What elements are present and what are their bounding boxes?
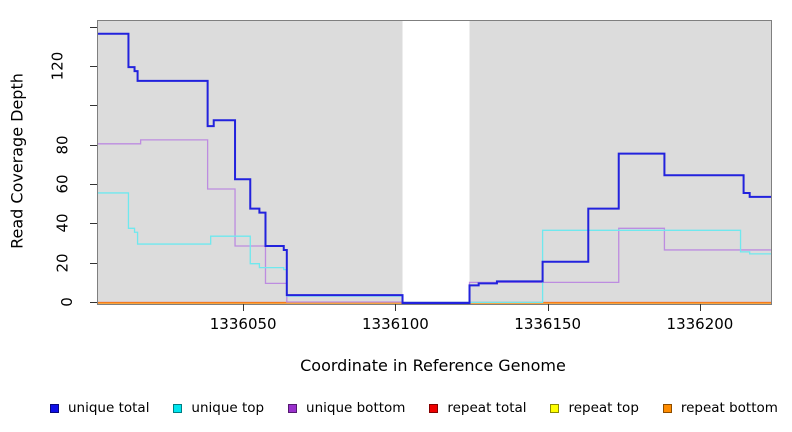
legend-item-repeat-bottom: repeat bottom (662, 400, 778, 416)
legend-swatch-unique-total (50, 403, 59, 413)
x-axis-title: Coordinate in Reference Genome (300, 356, 566, 375)
y-tick-mark (90, 302, 97, 303)
y-tick-label: 0 (58, 297, 77, 307)
y-tick-mark (90, 105, 97, 107)
legend-label-unique-bottom: unique bottom (306, 400, 406, 416)
x-tick-mark (699, 304, 701, 311)
plot-area (97, 20, 772, 305)
legend-swatch-unique-bottom (288, 403, 298, 413)
x-tick-label: 1336100 (362, 315, 429, 333)
x-tick-label: 1336150 (514, 315, 582, 333)
legend-label-unique-top: unique top (191, 400, 265, 416)
legend-swatch-repeat-total (429, 403, 439, 413)
y-tick-label: 80 (53, 135, 72, 155)
series-line-unique-total (98, 32, 771, 304)
legend-label-repeat-top: repeat top (568, 400, 639, 416)
legend-label-repeat-total: repeat total (447, 400, 527, 416)
masked-region (402, 21, 470, 304)
legend-swatch-repeat-top (550, 403, 560, 413)
legend-item-unique-bottom: unique bottom (288, 400, 405, 416)
x-tick-mark (547, 304, 549, 311)
legend-item-unique-top: unique top (173, 400, 264, 416)
legend-swatch-repeat-bottom (662, 403, 672, 413)
chart-canvas (98, 21, 771, 304)
y-tick-mark (90, 144, 97, 146)
y-tick-mark (90, 26, 97, 28)
legend-item-repeat-total: repeat total (429, 400, 527, 416)
x-tick-mark (395, 304, 397, 311)
series-line-unique-top (98, 192, 771, 304)
series-line-unique-bottom (98, 139, 771, 303)
y-tick-label: 60 (53, 174, 72, 194)
x-tick-label: 1336200 (666, 315, 734, 333)
legend-label-repeat-bottom: repeat bottom (680, 400, 778, 416)
y-tick-mark (90, 184, 97, 186)
y-tick-label: 20 (53, 253, 72, 273)
y-axis-title: Read Coverage Depth (7, 73, 27, 249)
y-tick-label: 120 (48, 51, 67, 81)
legend-item-unique-total: unique total (50, 400, 149, 416)
y-tick-mark (90, 223, 97, 225)
legend-label-unique-total: unique total (68, 400, 150, 416)
x-tick-mark (243, 304, 245, 311)
y-tick-mark (90, 66, 97, 68)
y-tick-label: 40 (53, 213, 72, 233)
legend-item-repeat-top: repeat top (550, 400, 639, 416)
y-tick-mark (90, 262, 97, 264)
chart-legend: unique total unique top unique bottom repea… (0, 398, 792, 418)
x-tick-label: 1336050 (209, 315, 277, 333)
legend-swatch-unique-top (173, 403, 183, 413)
